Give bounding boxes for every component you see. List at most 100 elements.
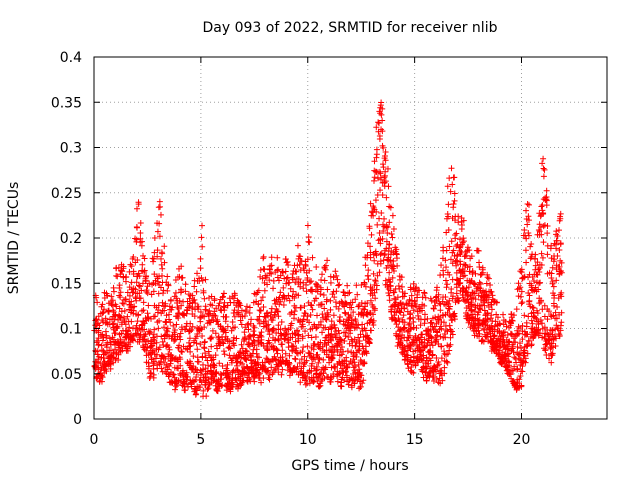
data-point [156,361,163,368]
y-tick-label: 0.15 [51,276,82,292]
data-point [327,306,334,313]
data-point [350,309,357,316]
data-point [407,354,414,361]
data-point [517,293,524,300]
data-point [259,294,266,301]
data-point [542,346,549,353]
data-point [134,224,141,231]
data-point [255,317,262,324]
data-point [285,359,292,366]
data-point [504,351,511,358]
data-point [487,288,494,295]
data-point [381,251,388,258]
data-point [286,279,293,286]
data-point [159,299,166,306]
data-point [228,380,235,387]
data-point [190,363,197,370]
data-point [304,222,311,229]
data-point [148,291,155,298]
data-point [541,222,548,229]
data-point [309,360,316,367]
data-point [94,299,101,306]
data-point [453,262,460,269]
data-point [525,201,532,208]
data-point [550,258,557,265]
data-point [466,247,473,254]
data-point [208,343,215,350]
data-point [387,204,394,211]
data-point [382,277,389,284]
data-point [338,383,345,390]
data-point [314,351,321,358]
data-point [445,227,452,234]
data-point [251,342,258,349]
data-point [343,364,350,371]
data-point [221,299,228,306]
data-point [356,347,363,354]
data-point [261,359,268,366]
data-point [174,333,181,340]
data-point [397,309,404,316]
data-point [445,201,452,208]
data-point [167,296,174,303]
data-point [203,393,210,400]
data-point [521,227,528,234]
y-tick-labels: 0 0.05 0.1 0.15 0.2 0.25 0.3 0.35 0.4 [51,50,82,428]
data-point [501,328,508,335]
data-point [443,247,450,254]
data-point [548,327,555,334]
data-point [148,343,155,350]
data-point [317,291,324,298]
data-point [485,294,492,301]
data-point [544,316,551,323]
data-point [330,344,337,351]
data-point [290,365,297,372]
data-point [530,278,537,285]
data-point [390,268,397,275]
data-point [156,220,163,227]
data-point [558,268,565,275]
data-point [265,374,272,381]
data-point [383,194,390,201]
data-point [199,332,206,339]
data-point [463,313,470,320]
data-point [266,359,273,366]
data-point [228,327,235,334]
data-point [144,345,151,352]
data-point [165,344,172,351]
data-point [222,327,229,334]
data-point [413,284,420,291]
data-point [198,234,205,241]
data-point [93,359,100,366]
data-point [485,299,492,306]
data-point [463,252,470,259]
data-point [260,375,267,382]
data-point [514,344,521,351]
data-point [448,328,455,335]
data-point [556,246,563,253]
data-point [383,238,390,245]
data-point [221,351,228,358]
data-point [345,311,352,318]
data-point [287,368,294,375]
data-point [454,251,461,258]
data-point [141,320,148,327]
data-point [150,313,157,320]
data-point [368,231,375,238]
data-point [260,303,267,310]
data-point [172,336,179,343]
data-point [530,304,537,311]
data-point [186,335,193,342]
data-point [135,199,142,206]
data-point [535,280,542,287]
data-point [558,309,565,316]
data-point [208,316,215,323]
data-point [304,256,311,263]
data-point [195,358,202,365]
data-point [548,340,555,347]
data-point [123,273,130,280]
data-point [202,354,209,361]
data-point [199,277,206,284]
data-point [418,339,425,346]
data-point [199,243,206,250]
